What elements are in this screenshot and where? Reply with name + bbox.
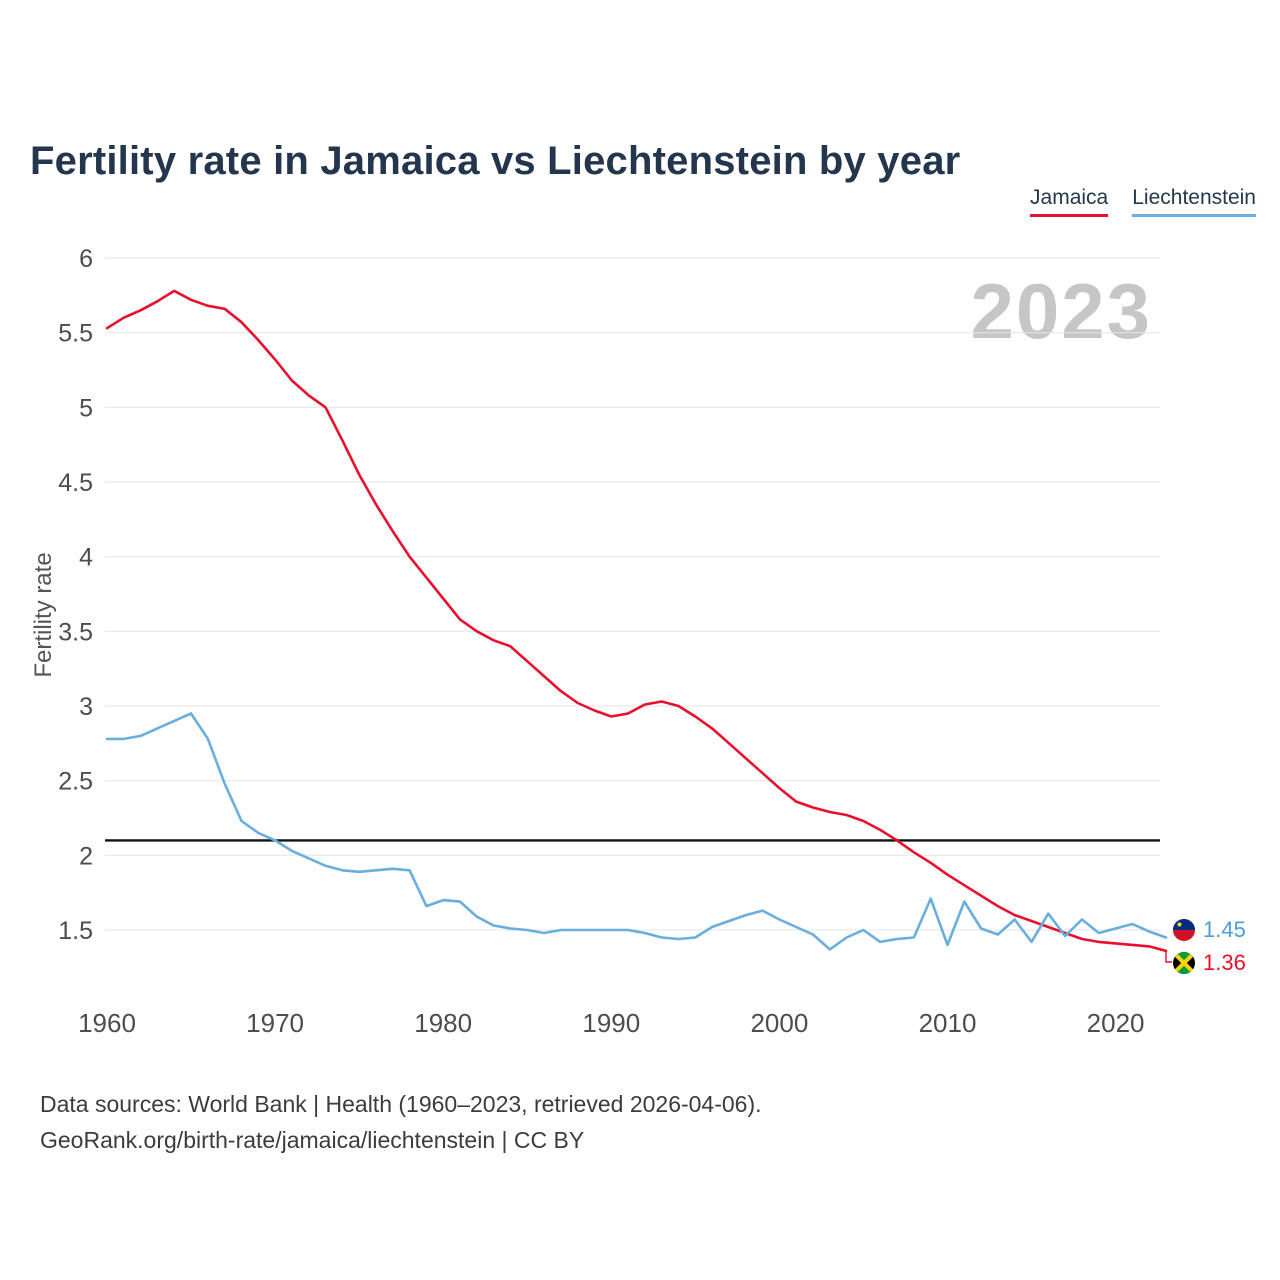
series-line-jamaica: [105, 289, 1168, 953]
series-line-liechtenstein: [105, 712, 1168, 951]
y-tick-label: 2.5: [58, 768, 93, 796]
legend-item-liechtenstein[interactable]: Liechtenstein: [1132, 186, 1256, 217]
y-tick-label: 3.5: [58, 618, 93, 646]
x-tick-label: 1960: [78, 1008, 136, 1038]
end-value-jamaica: 1.36: [1203, 950, 1246, 975]
x-tick-label: 1970: [246, 1008, 304, 1038]
y-tick-label: 5: [79, 394, 93, 422]
end-label-liechtenstein: 1.45: [1172, 917, 1246, 943]
page-title: Fertility rate in Jamaica vs Liechtenste…: [30, 138, 961, 183]
x-tick-label: 2010: [919, 1008, 977, 1038]
y-tick-label: 6: [79, 245, 93, 273]
y-tick-label: 3: [79, 693, 93, 721]
y-tick-label: 1.5: [58, 917, 93, 945]
jamaica-flag-icon: [1173, 952, 1195, 974]
legend-item-jamaica[interactable]: Jamaica: [1030, 186, 1109, 217]
data-sources-line: Data sources: World Bank | Health (1960–…: [40, 1091, 762, 1117]
x-tick-label: 1990: [582, 1008, 640, 1038]
liechtenstein-flag-icon: [1173, 919, 1195, 941]
x-tick-label: 2020: [1087, 1008, 1145, 1038]
y-tick-label: 2: [79, 842, 93, 870]
x-tick-label: 1980: [414, 1008, 472, 1038]
jamaica-label-connector: [1165, 950, 1172, 963]
end-label-jamaica: 1.36: [1172, 950, 1246, 976]
x-tick-label: 2000: [750, 1008, 808, 1038]
legend: Jamaica Liechtenstein: [1030, 186, 1256, 217]
attribution-line: GeoRank.org/birth-rate/jamaica/liechtens…: [40, 1127, 585, 1153]
y-tick-label: 4: [79, 544, 93, 572]
footer: Data sources: World Bank | Health (1960–…: [40, 1086, 762, 1158]
watermark-year: 2023: [970, 267, 1152, 355]
end-value-liechtenstein: 1.45: [1203, 917, 1246, 942]
y-tick-label: 4.5: [58, 469, 93, 497]
y-tick-label: 5.5: [58, 320, 93, 348]
